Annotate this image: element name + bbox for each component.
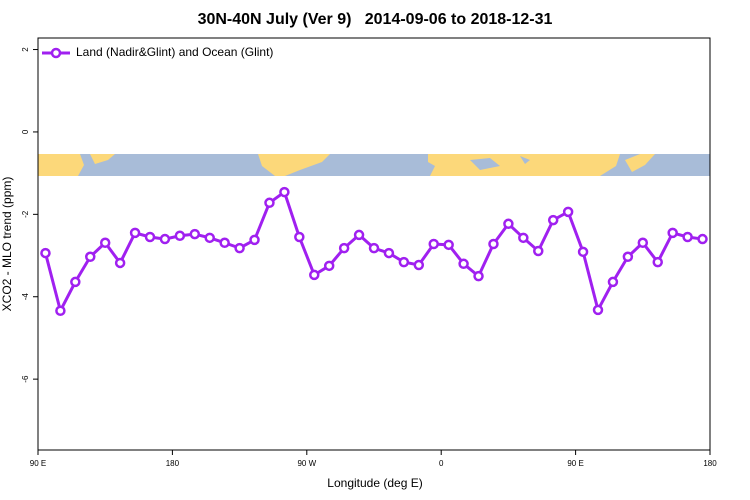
- data-point: [458, 258, 469, 270]
- data-point: [294, 231, 305, 243]
- data-point: [473, 270, 484, 282]
- data-point: [368, 242, 380, 254]
- x-tick-label: 90 E: [567, 459, 583, 468]
- data-point: [189, 228, 201, 240]
- data-point: [667, 227, 678, 239]
- data-point: [443, 239, 454, 251]
- y-tick-label: 0: [21, 129, 30, 134]
- x-tick-label: 180: [703, 459, 717, 468]
- data-point: [323, 260, 335, 272]
- data-point: [338, 242, 350, 254]
- data-point: [518, 232, 529, 244]
- data-point: [99, 237, 111, 249]
- data-point: [159, 233, 171, 245]
- y-axis-label: XCO2 - MLO trend (ppm): [0, 177, 14, 312]
- x-tick-label: 90 E: [30, 459, 46, 468]
- data-point: [85, 251, 96, 263]
- y-tick-label: 2: [21, 47, 30, 52]
- legend-label: Land (Nadir&Glint) and Ocean (Glint): [76, 45, 273, 59]
- y-tick-label: -2: [21, 210, 30, 218]
- x-tick-label: 0: [439, 459, 444, 468]
- x-tick-label: 180: [166, 459, 180, 468]
- y-tick-label: -4: [21, 293, 30, 301]
- data-point: [607, 276, 619, 288]
- data-point: [562, 206, 574, 218]
- plot-frame: [37, 37, 711, 451]
- data-point: [533, 245, 544, 257]
- data-point: [353, 229, 365, 241]
- data-point: [413, 259, 425, 271]
- data-point: [114, 257, 126, 269]
- chart-title: 30N-40N July (Ver 9) 2014-09-06 to 2018-…: [198, 11, 553, 28]
- data-point: [577, 246, 589, 258]
- data-point: [503, 218, 514, 230]
- data-point: [383, 247, 395, 259]
- y-tick-label: -6: [21, 375, 30, 383]
- x-axis-label: Longitude (deg E): [327, 476, 422, 490]
- data-point: [398, 256, 410, 268]
- data-point: [309, 269, 320, 281]
- map-band: [38, 154, 710, 176]
- data-point: [622, 251, 634, 263]
- data-point: [55, 305, 66, 316]
- data-point: [234, 242, 245, 254]
- data-point: [682, 231, 693, 243]
- data-point: [697, 233, 708, 245]
- data-point: [652, 256, 663, 268]
- data-point: [592, 304, 604, 316]
- data-point: [264, 197, 275, 209]
- data-point: [279, 186, 290, 198]
- data-point: [637, 237, 649, 249]
- data-point: [144, 231, 156, 243]
- data-point: [40, 247, 51, 259]
- legend-marker: [50, 47, 62, 59]
- data-point: [70, 276, 81, 288]
- data-point: [488, 238, 499, 250]
- data-point: [129, 227, 141, 239]
- data-point: [547, 214, 559, 226]
- data-point: [428, 238, 439, 250]
- x-tick-label: 90 W: [297, 459, 316, 468]
- data-point: [249, 234, 260, 246]
- data-point: [204, 232, 215, 244]
- data-point: [174, 230, 186, 242]
- data-point: [219, 237, 230, 249]
